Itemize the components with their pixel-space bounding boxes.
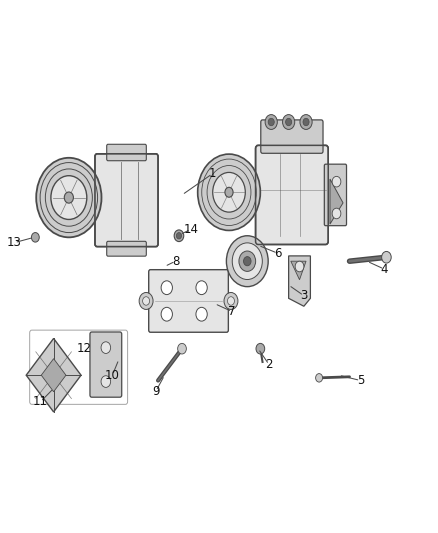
Text: 5: 5 — [357, 374, 364, 387]
Polygon shape — [291, 261, 306, 280]
Text: 11: 11 — [33, 395, 48, 408]
Circle shape — [232, 243, 262, 279]
Circle shape — [283, 115, 295, 130]
FancyBboxPatch shape — [90, 332, 122, 397]
Circle shape — [239, 251, 256, 271]
Polygon shape — [330, 179, 343, 224]
Circle shape — [196, 308, 207, 321]
Circle shape — [32, 232, 39, 242]
Circle shape — [196, 281, 207, 295]
Text: 13: 13 — [7, 236, 22, 249]
FancyBboxPatch shape — [149, 270, 228, 332]
Circle shape — [244, 256, 251, 266]
Circle shape — [332, 208, 341, 219]
Circle shape — [256, 343, 265, 354]
FancyBboxPatch shape — [107, 144, 146, 161]
Circle shape — [295, 261, 304, 272]
Circle shape — [300, 115, 312, 130]
Polygon shape — [26, 338, 81, 412]
Text: 3: 3 — [300, 289, 307, 302]
Polygon shape — [41, 359, 66, 392]
Circle shape — [226, 236, 268, 287]
Circle shape — [227, 297, 234, 305]
Circle shape — [64, 192, 74, 203]
Text: 8: 8 — [172, 255, 179, 268]
Text: 12: 12 — [77, 342, 92, 355]
Text: 4: 4 — [381, 263, 388, 276]
FancyBboxPatch shape — [261, 120, 323, 154]
Circle shape — [139, 293, 153, 310]
Circle shape — [268, 118, 274, 126]
Circle shape — [161, 281, 173, 295]
Circle shape — [101, 342, 111, 353]
Circle shape — [177, 232, 182, 239]
FancyBboxPatch shape — [107, 241, 146, 256]
Circle shape — [225, 187, 233, 197]
Circle shape — [174, 230, 184, 241]
Circle shape — [316, 374, 322, 382]
Circle shape — [101, 376, 111, 387]
Text: 2: 2 — [265, 358, 273, 371]
Text: 14: 14 — [183, 223, 198, 236]
Polygon shape — [289, 256, 311, 306]
Circle shape — [178, 343, 186, 354]
Circle shape — [51, 176, 87, 220]
Circle shape — [286, 118, 292, 126]
Text: 9: 9 — [152, 385, 159, 398]
Circle shape — [143, 297, 150, 305]
Circle shape — [303, 118, 309, 126]
Circle shape — [198, 154, 260, 230]
FancyBboxPatch shape — [95, 154, 158, 247]
Circle shape — [36, 158, 102, 237]
Circle shape — [213, 172, 245, 212]
Circle shape — [265, 115, 277, 130]
Text: 6: 6 — [274, 247, 282, 260]
Circle shape — [161, 308, 173, 321]
Text: 1: 1 — [209, 167, 216, 180]
Circle shape — [224, 293, 238, 310]
Text: 10: 10 — [105, 369, 120, 382]
Text: 7: 7 — [228, 305, 236, 318]
Circle shape — [332, 176, 341, 187]
FancyBboxPatch shape — [255, 146, 328, 245]
Circle shape — [381, 252, 391, 263]
FancyBboxPatch shape — [324, 164, 346, 225]
